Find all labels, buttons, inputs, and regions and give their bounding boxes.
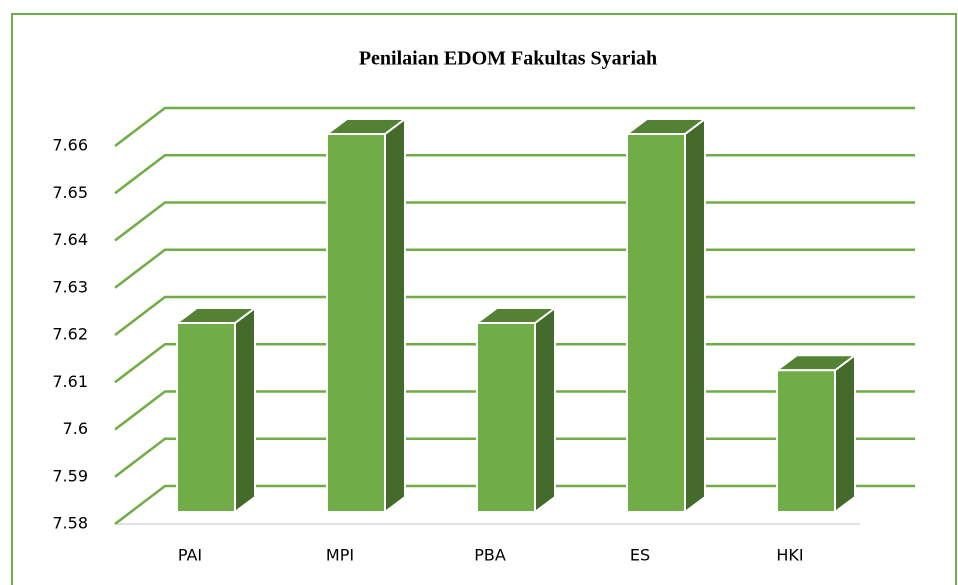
grid-line [114,201,915,242]
y-tick-label: 7.61 [52,372,88,391]
bar-side [234,307,256,513]
bar-front [626,133,686,513]
y-tick-label: 7.6 [63,419,88,438]
bar-front [176,322,236,513]
bar [776,354,856,513]
y-tick-label: 7.58 [52,514,88,533]
y-tick-label: 7.65 [52,183,88,202]
bar-side [834,354,856,513]
y-tick-label: 7.63 [52,277,88,296]
x-tick-label: ES [630,546,650,565]
bar-side [384,118,406,513]
bar [326,118,406,513]
chart-title: Penilaian EDOM Fakultas Syariah [359,48,657,70]
y-tick-label: 7.64 [52,230,88,249]
y-tick-label: 7.62 [52,325,88,344]
bar [626,118,706,513]
y-tick-label: 7.59 [52,466,88,485]
y-tick-label: 7.66 [52,136,88,155]
x-tick-label: HKI [776,546,803,565]
bar [476,307,556,513]
grid-line [114,154,915,195]
chart-frame [11,13,957,585]
x-tick-label: MPI [326,546,354,565]
grid-line [114,248,915,289]
bar [176,307,256,513]
grid-line [114,106,915,147]
bar-front [476,322,536,513]
x-tick-label: PBA [474,546,506,565]
bar-front [776,369,836,513]
bar-front [326,133,386,513]
bar-side [534,307,556,513]
bar-side [684,118,706,513]
x-tick-label: PAI [178,546,202,565]
